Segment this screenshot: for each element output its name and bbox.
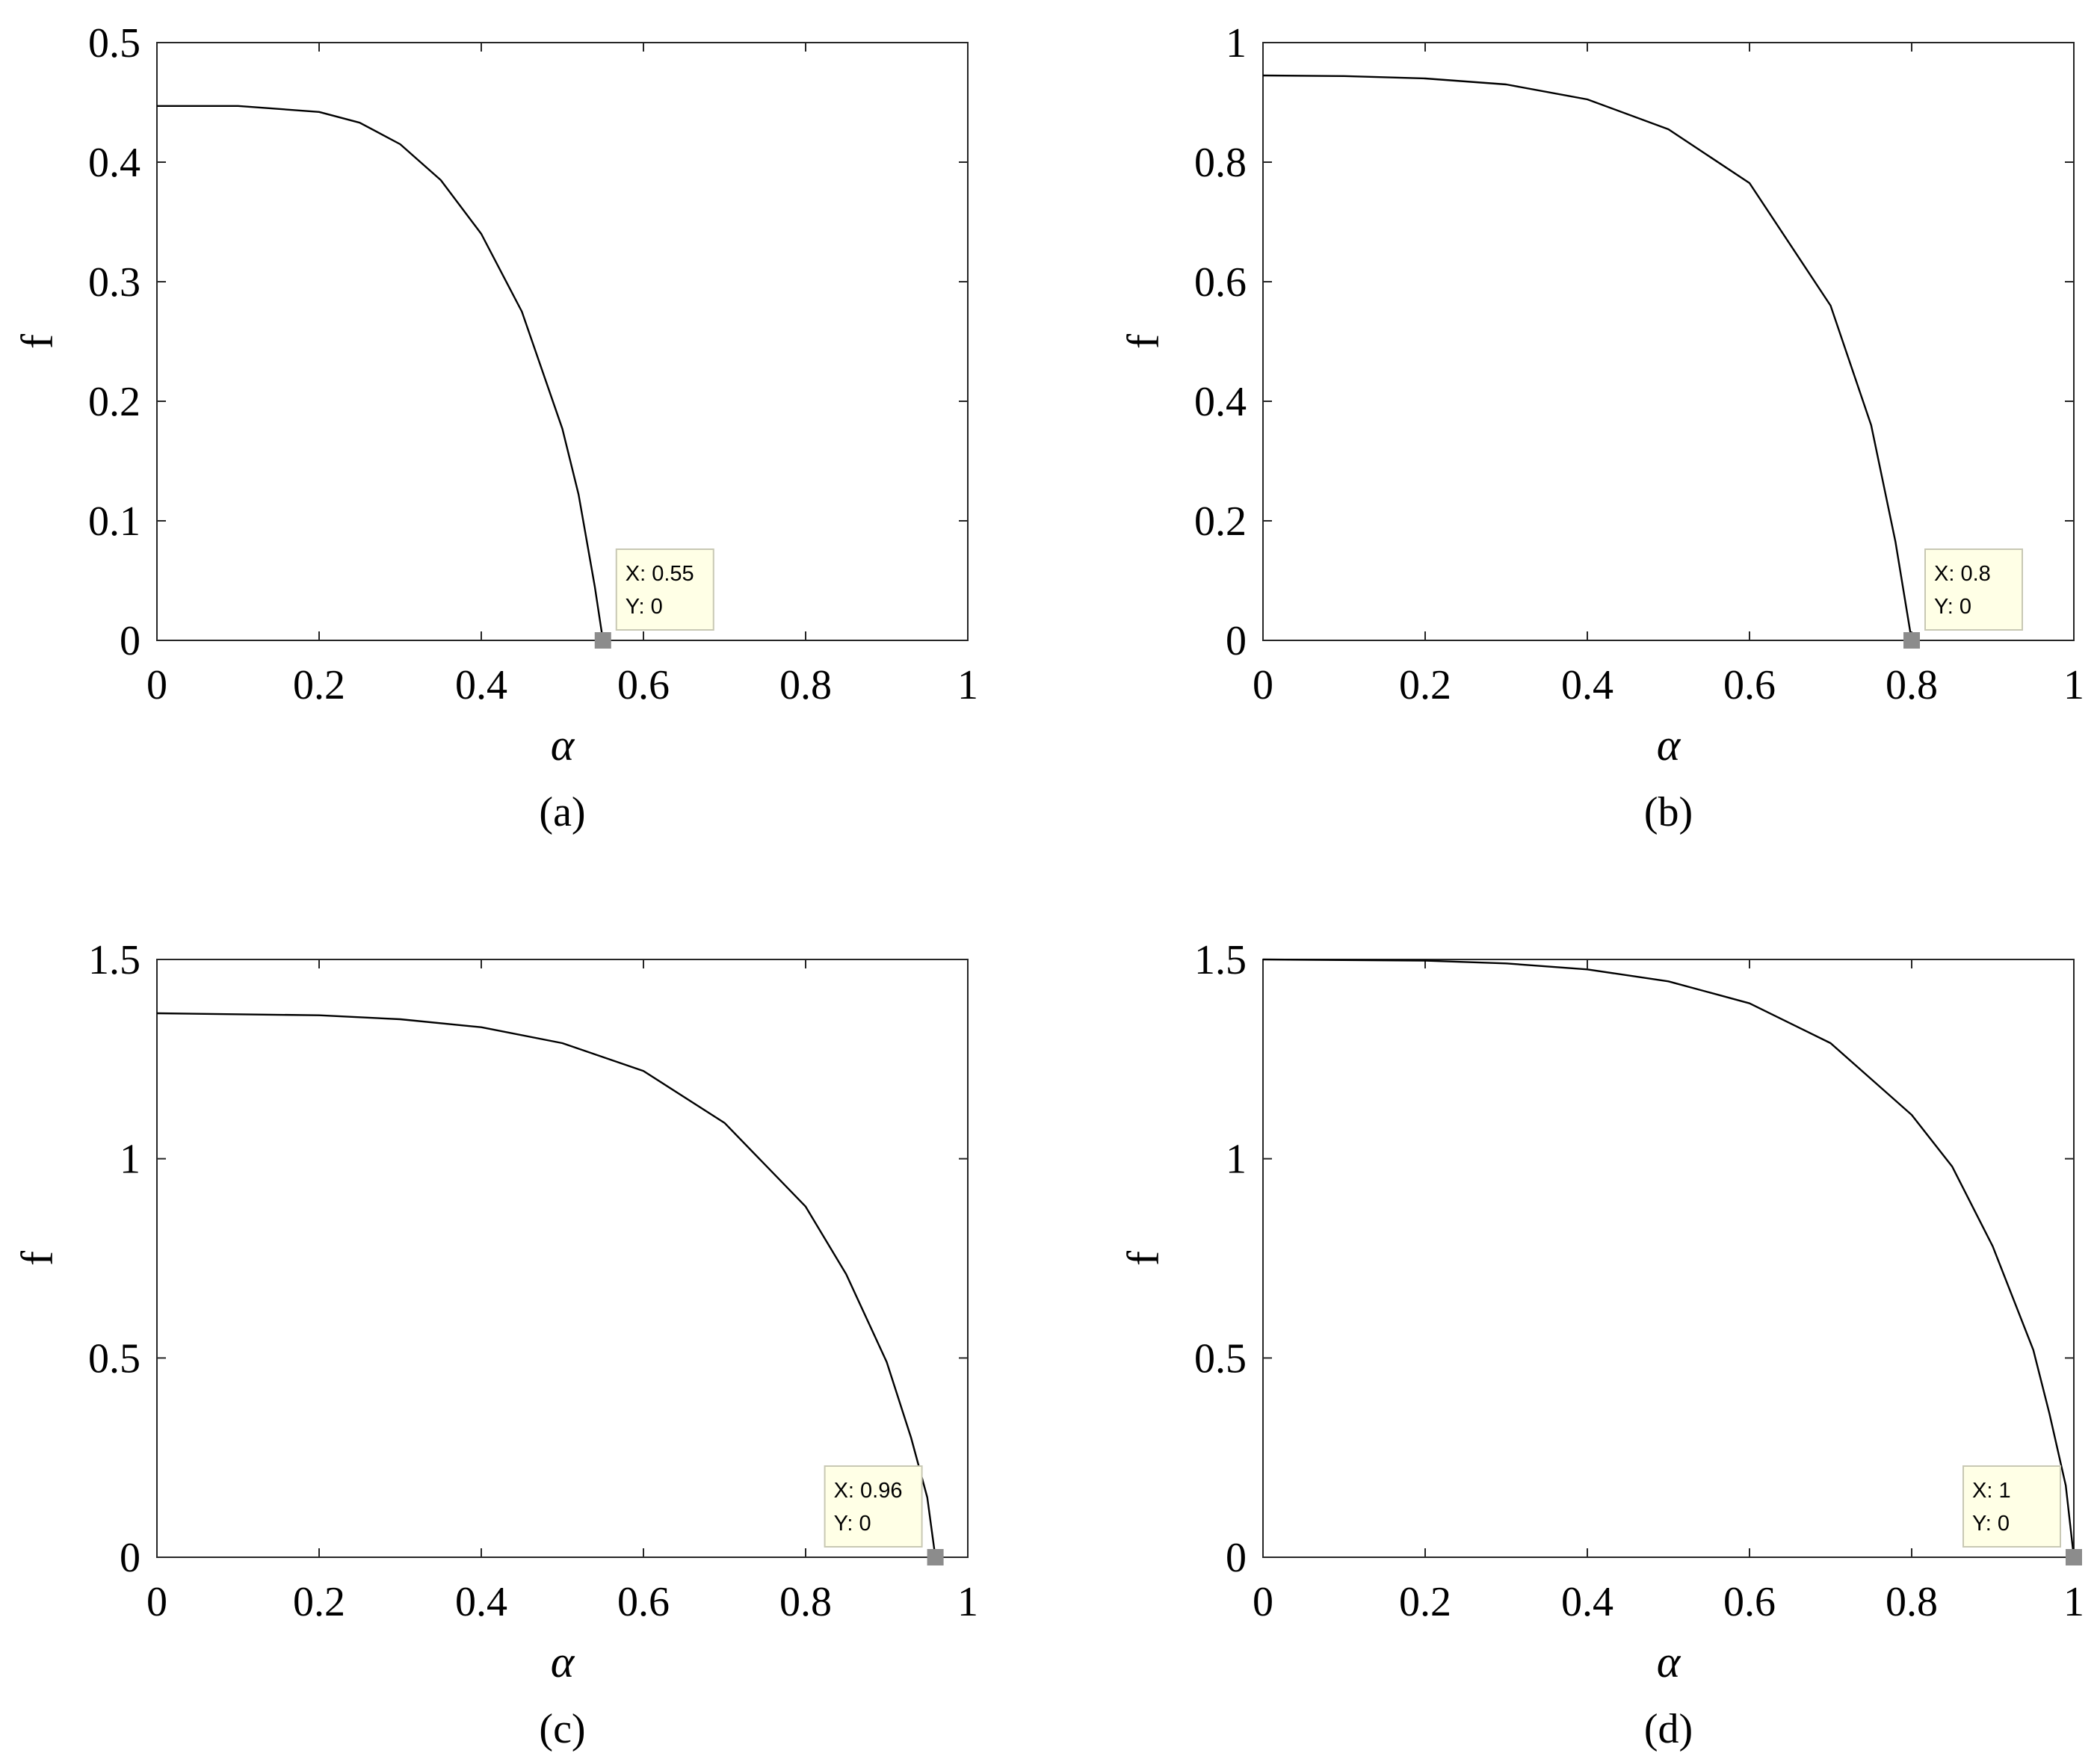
datatip-marker (1903, 632, 1920, 649)
axes-box (156, 42, 969, 641)
x-tick-label: 0.2 (293, 1579, 345, 1625)
y-tick-label: 1 (1226, 20, 1247, 67)
datatip-text: X: 0.8 (1934, 562, 1991, 586)
x-tick-label: 1 (957, 1579, 978, 1625)
x-tick-label: 0 (1253, 1579, 1273, 1625)
x-tick-label: 0.4 (455, 662, 507, 708)
y-axis-label: f (13, 1251, 62, 1266)
panel-a: 0 0.2 0.4 0.6 0.8 1 0 0.1 0.2 0.3 0.4 0.5 α f (a) X: 0.… (13, 20, 978, 835)
y-tick-label: 0.5 (88, 1335, 140, 1382)
y-axis-label: f (13, 334, 62, 349)
x-tick-label: 1 (2063, 662, 2084, 708)
series-line (1262, 74, 1913, 641)
y-tick-label: 0.2 (1194, 498, 1247, 545)
y-tick-label: 0 (120, 1535, 140, 1581)
y-tick-label: 0.5 (88, 20, 140, 67)
y-tick-label: 0.3 (88, 259, 140, 306)
datatip-text: X: 0.96 (834, 1479, 903, 1503)
y-tick-label: 0.5 (1194, 1335, 1247, 1382)
axes-box (1262, 959, 2075, 1558)
x-tick-label: 0.6 (617, 662, 670, 708)
datatip-text: Y: 0 (1972, 1512, 2010, 1536)
x-tick-label: 0.8 (779, 1579, 832, 1625)
x-tick-label: 1 (2063, 1579, 2084, 1625)
series-line (156, 1012, 936, 1558)
x-tick-label: 0.2 (293, 662, 345, 708)
y-axis-label: f (1119, 334, 1168, 349)
y-tick-label: 1 (1226, 1137, 1247, 1183)
datatip-text: X: 0.55 (626, 562, 694, 586)
x-axis-label: α (1657, 1637, 1681, 1687)
x-tick-label: 0.2 (1399, 662, 1451, 708)
x-tick-label: 0 (146, 1579, 167, 1625)
datatip-text: Y: 0 (834, 1512, 871, 1536)
series-line (157, 105, 604, 641)
datatip-marker (927, 1549, 944, 1565)
datatip-box (824, 1465, 923, 1548)
y-tick-label: 0.2 (88, 379, 140, 425)
datatip-text: X: 1 (1972, 1479, 2011, 1503)
x-tick-label: 0.6 (1723, 662, 1776, 708)
panel-label: (d) (1644, 1706, 1693, 1752)
x-tick-label: 0.8 (779, 662, 832, 708)
x-tick-label: 0.4 (455, 1579, 507, 1625)
y-tick-label: 1.5 (88, 937, 140, 983)
x-axis-label: α (551, 1637, 575, 1687)
x-tick-label: 0.4 (1561, 662, 1613, 708)
x-tick-label: 0.8 (1886, 662, 1938, 708)
y-tick-label: 0.4 (88, 140, 140, 186)
x-tick-label: 0.4 (1561, 1579, 1613, 1625)
panel-label: (c) (539, 1706, 585, 1752)
y-tick-label: 0 (1226, 1535, 1247, 1581)
panel-b: 0 0.2 0.4 0.6 0.8 1 0 0.2 0.4 0.6 0.8 1 α f (b) X: 0.8 Y… (1119, 20, 2084, 835)
y-tick-label: 0.8 (1194, 140, 1247, 186)
panel-label: (a) (539, 789, 585, 835)
x-tick-label: 0.2 (1399, 1579, 1451, 1625)
series-line (1262, 958, 2075, 1558)
x-axis-label: α (551, 720, 575, 770)
datatip-box (1962, 1465, 2061, 1548)
y-tick-label: 1 (120, 1137, 140, 1183)
datatip-box (615, 548, 714, 631)
datatip-marker (2066, 1549, 2082, 1565)
axes-box (1262, 42, 2075, 641)
panel-c: 0 0.2 0.4 0.6 0.8 1 0 0.5 1 1.5 α f (c) X: 0.96 Y: 0 (13, 937, 978, 1752)
axes-box (156, 959, 969, 1558)
datatip-marker (594, 632, 611, 649)
y-tick-label: 0.1 (88, 498, 140, 545)
x-axis-label: α (1657, 720, 1681, 770)
y-tick-label: 0.6 (1194, 259, 1247, 306)
datatip-box (1924, 548, 2023, 631)
x-tick-label: 0.6 (617, 1579, 670, 1625)
datatip-text: Y: 0 (1934, 595, 1971, 619)
y-axis-label: f (1119, 1251, 1168, 1266)
x-tick-label: 0 (1253, 662, 1273, 708)
x-tick-label: 0.8 (1886, 1579, 1938, 1625)
y-tick-label: 0 (120, 618, 140, 664)
y-tick-label: 0.4 (1194, 379, 1247, 425)
x-tick-label: 1 (957, 662, 978, 708)
datatip-text: Y: 0 (626, 595, 663, 619)
panel-d: 0 0.2 0.4 0.6 0.8 1 0 0.5 1 1.5 α f (d) X: 1 Y: 0 (1119, 937, 2084, 1752)
y-tick-label: 0 (1226, 618, 1247, 664)
x-tick-label: 0 (146, 662, 167, 708)
y-tick-label: 1.5 (1194, 937, 1247, 983)
x-tick-label: 0.6 (1723, 1579, 1776, 1625)
panel-label: (b) (1644, 789, 1693, 835)
